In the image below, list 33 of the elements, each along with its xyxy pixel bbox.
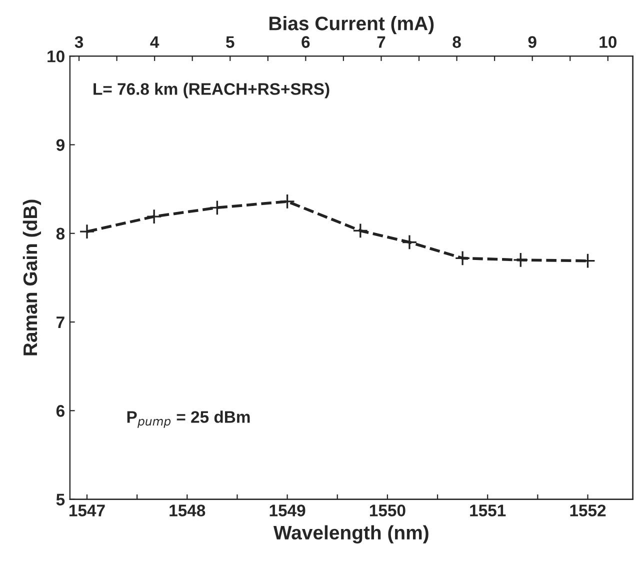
x2-tick-label: 10: [600, 36, 616, 48]
y-tick-label: 7: [56, 316, 64, 328]
x2-axis-title: Bias Current (mA): [270, 16, 434, 34]
point: [79, 224, 95, 240]
point: [209, 200, 225, 216]
x2-tick-label: 9: [528, 36, 536, 48]
y-tick-label: 5: [56, 494, 65, 506]
point: [146, 208, 162, 224]
x-tick-label: 1552: [570, 504, 606, 516]
x-tick-label: 1551: [470, 504, 506, 516]
x2-tick-label: 8: [452, 36, 461, 48]
y-tick-label: 8: [56, 228, 65, 240]
x-axis-title: Wavelength (nm): [273, 525, 428, 544]
y-tick-label: 10: [48, 50, 64, 62]
point: [352, 222, 368, 238]
y-tick-label: 6: [56, 405, 64, 417]
x-tick-label: 1550: [370, 504, 406, 516]
x2-tick-label: 4: [150, 36, 160, 48]
point: [402, 234, 418, 250]
y-tick-label: 9: [56, 139, 64, 151]
x2-tick-label: 3: [74, 36, 84, 48]
annotation: L= 76.8 km (REACH+RS+SRS): [94, 82, 330, 98]
annotation: P$_{pump}$ = 25 dBm: [127, 410, 250, 428]
point: [454, 250, 470, 266]
x-tick-label: 1547: [70, 504, 105, 516]
x-tick-label: 1548: [170, 504, 206, 516]
point: [512, 252, 528, 268]
x2-tick-label: 7: [377, 36, 386, 48]
x-tick-label: 1549: [270, 504, 306, 516]
x2-tick-label: 6: [302, 36, 310, 48]
y-axis-title: Raman Gain (dB): [22, 200, 42, 356]
x2-tick-label: 5: [226, 36, 234, 48]
point: [280, 194, 296, 210]
